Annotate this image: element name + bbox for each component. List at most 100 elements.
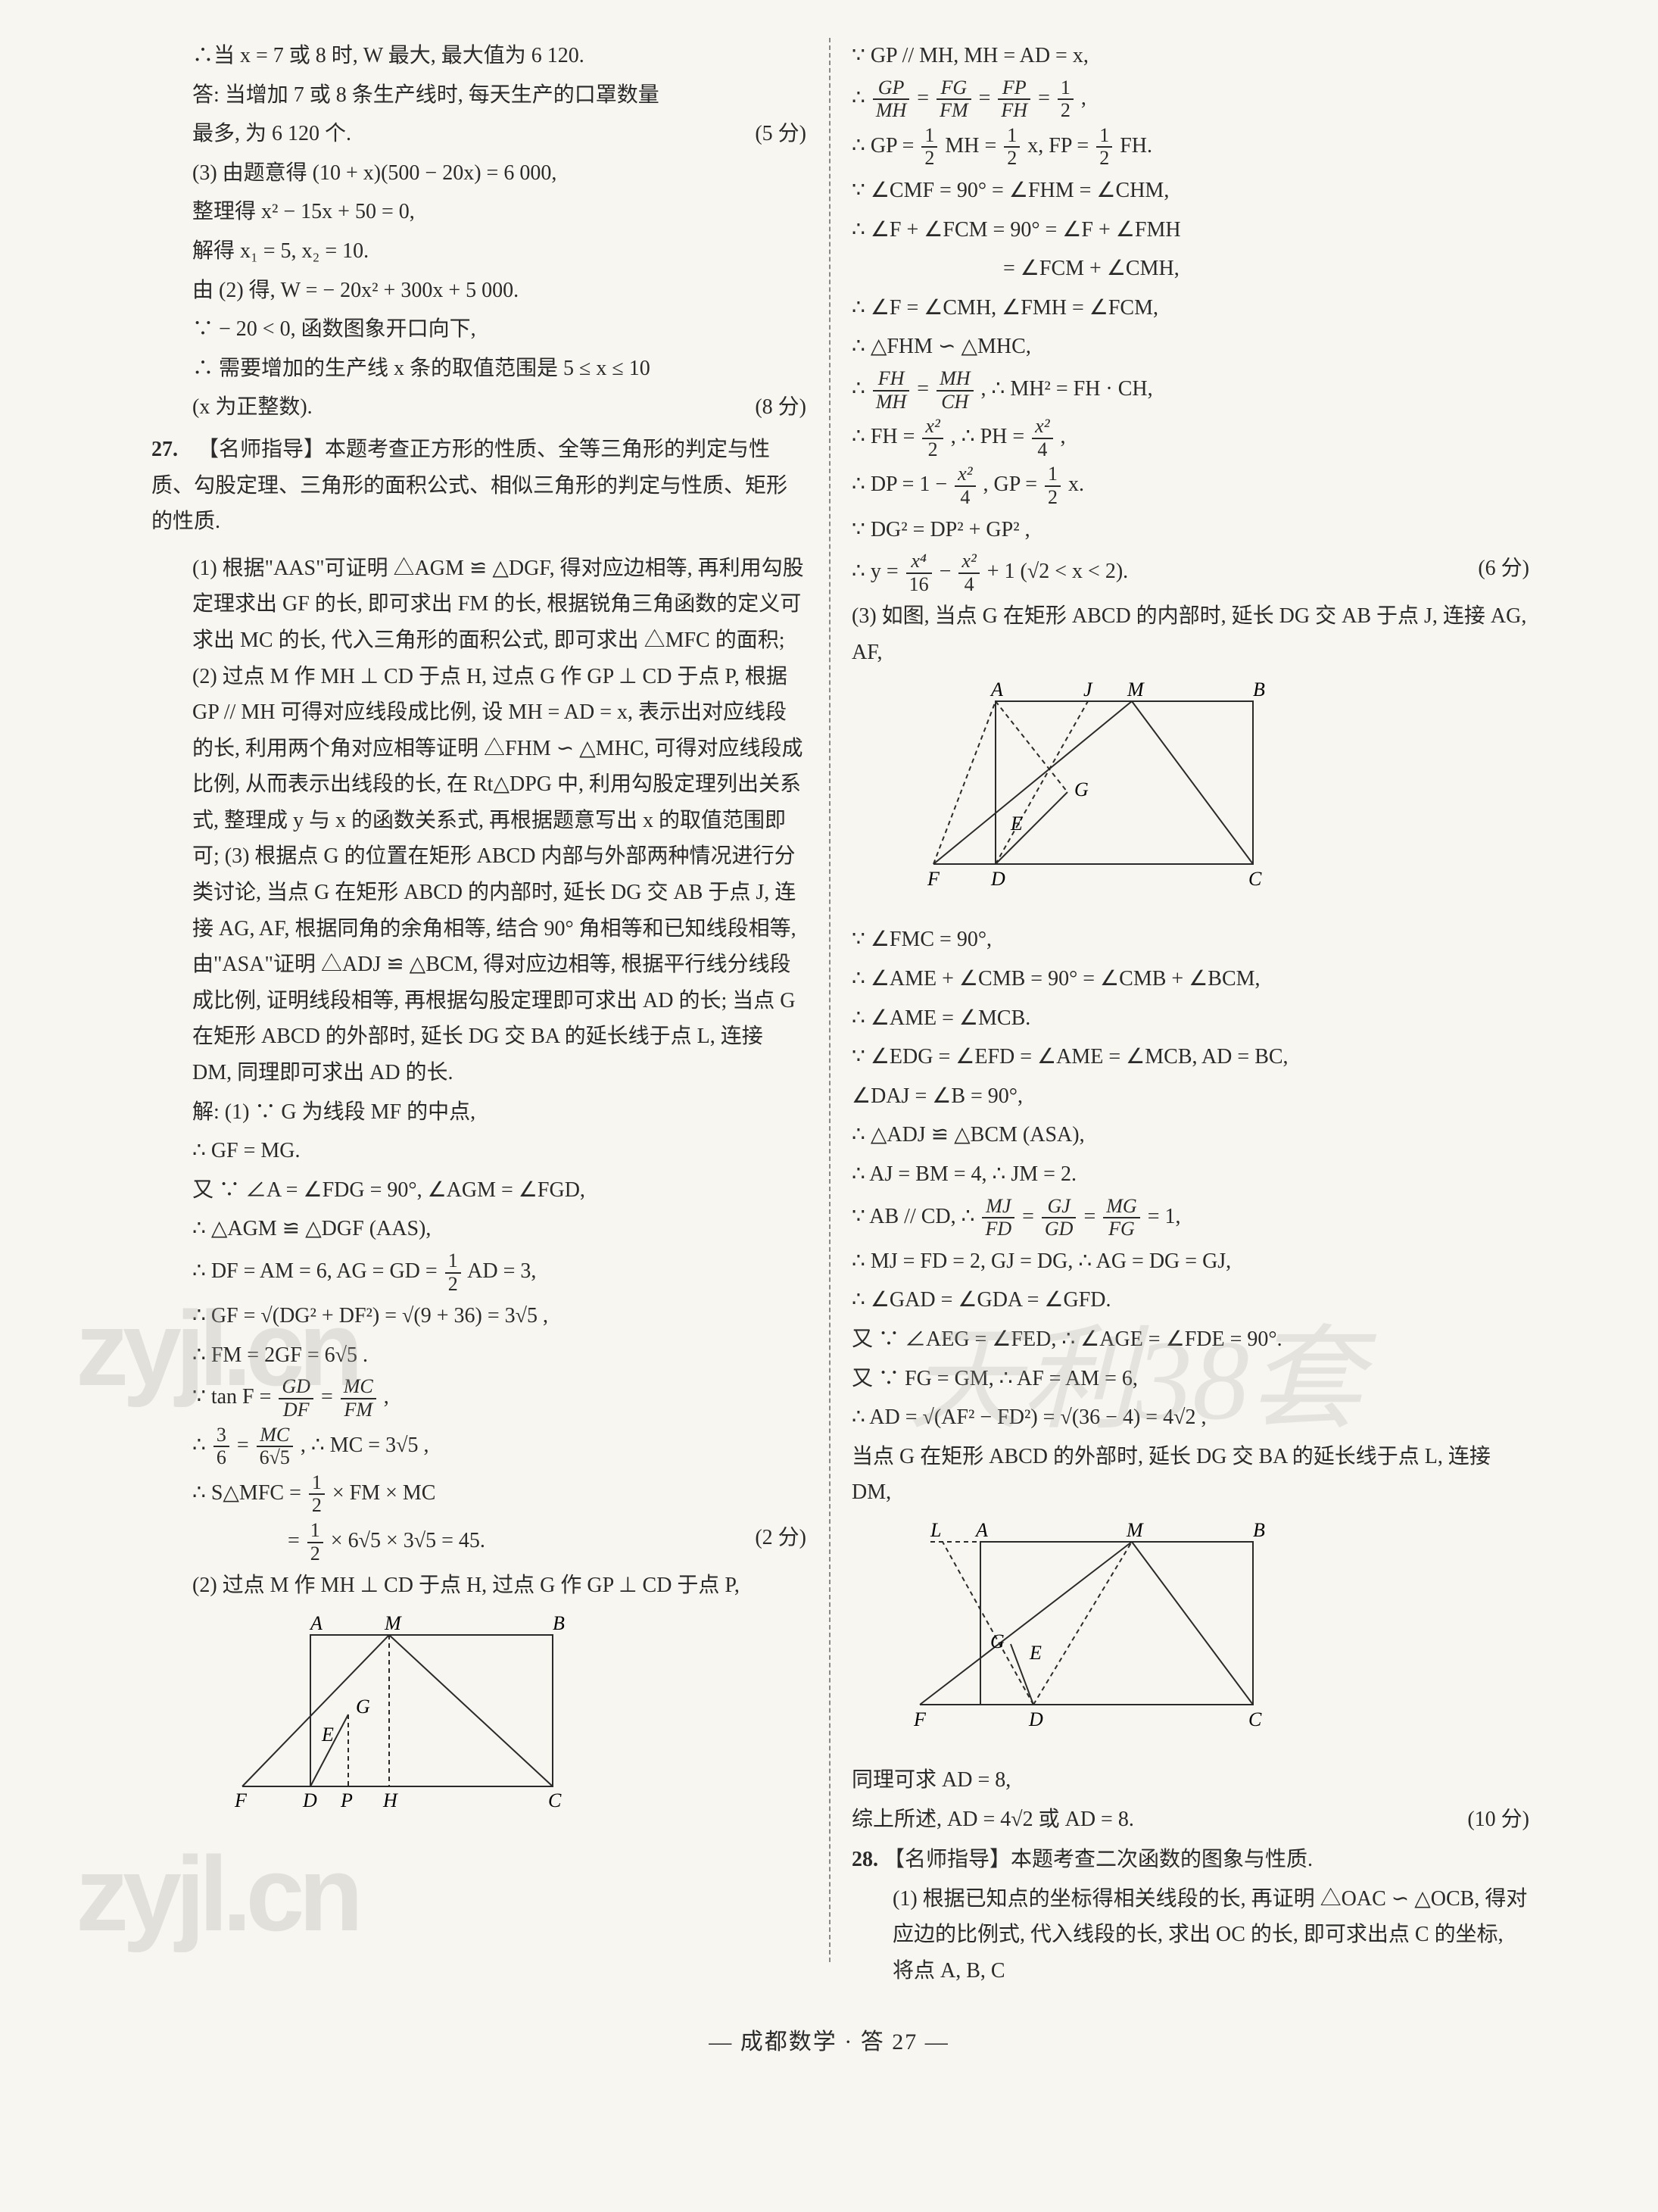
text-line: ∴ AJ = BM = 4, ∴ JM = 2. <box>852 1156 1529 1193</box>
text-line: ∴ 需要增加的生产线 x 条的取值范围是 5 ≤ x ≤ 10 <box>151 351 806 387</box>
fraction: GDDF <box>279 1376 313 1421</box>
text-line: (x 为正整数). (8 分) <box>151 389 806 426</box>
text: ∴ y = <box>852 560 904 583</box>
text-line: 解: (1) ∵ G 为线段 MF 的中点, <box>151 1094 806 1131</box>
fraction: x²4 <box>958 551 979 595</box>
text: 综上所述, AD = 4√2 或 AD = 8. <box>852 1808 1134 1831</box>
fraction: MJFD <box>982 1196 1014 1240</box>
text-line: ∴ FHMH = MHCH , ∴ MH² = FH · CH, <box>852 368 1529 413</box>
fraction: FGFM <box>937 77 971 122</box>
page-footer: — 成都数学 · 答 27 — <box>91 2023 1567 2056</box>
svg-text:J: J <box>1083 682 1093 700</box>
text-line: ∴ DF = AM = 6, AG = GD = 12 AD = 3, <box>151 1250 806 1295</box>
text: , GP = <box>983 473 1043 496</box>
text-line: ∴ MJ = FD = 2, GJ = DG, ∴ AG = DG = GJ, <box>852 1243 1529 1280</box>
svg-text:H: H <box>382 1789 398 1811</box>
text-line: ∴ ∠AME = ∠MCB. <box>852 1000 1529 1037</box>
fraction: FHMH <box>873 368 909 413</box>
text-line: ∴ ∠F = ∠CMH, ∠FMH = ∠FCM, <box>852 290 1529 326</box>
text: ∵ tan F = <box>192 1385 276 1409</box>
text-line: ∴ △AGM ≌ △DGF (AAS), <box>151 1211 806 1247</box>
fraction: x²2 <box>922 416 943 460</box>
fraction: 12 <box>445 1250 461 1295</box>
text: = <box>288 1529 305 1552</box>
question-number: 27. <box>151 432 192 468</box>
text: ∴ FH = <box>852 425 920 448</box>
text-line: ∴ △FHM ∽ △MHC, <box>852 329 1529 365</box>
text-line: (3) 如图, 当点 G 在矩形 ABCD 的内部时, 延长 DG 交 AB 于… <box>852 598 1529 670</box>
text: x, FP = <box>1027 134 1094 158</box>
text-line: 整理得 x² − 15x + 50 = 0, <box>151 194 806 230</box>
paragraph: (1) 根据"AAS"可证明 △AGM ≌ △DGF, 得对应边相等, 再利用勾… <box>151 551 806 1091</box>
text-line: ∴ 36 = MC6√5 , ∴ MC = 3√5 , <box>151 1424 806 1469</box>
svg-text:D: D <box>990 868 1005 890</box>
fraction: MGFG <box>1103 1196 1139 1240</box>
text: (x 为正整数). <box>192 395 313 419</box>
text-line: ∴ FM = 2GF = 6√5 . <box>151 1337 806 1374</box>
text-line: 综上所述, AD = 4√2 或 AD = 8. (10 分) <box>852 1802 1529 1838</box>
score-mark: (10 分) <box>1467 1802 1529 1838</box>
svg-text:F: F <box>927 868 940 890</box>
text: 最多, 为 6 120 个. <box>192 122 351 145</box>
text-line: ∵ DG² = DP² + GP² , <box>852 512 1529 548</box>
left-column: ∴当 x = 7 或 8 时, W 最大, 最大值为 6 120. 答: 当增加… <box>91 38 829 1992</box>
text: AD = 3, <box>467 1259 536 1283</box>
text: × 6√5 × 3√5 = 45. <box>331 1529 485 1552</box>
geometry-diagram-icon: L A M B G E F D C <box>897 1523 1276 1750</box>
svg-text:L: L <box>930 1523 941 1541</box>
text: ∴ <box>192 1434 211 1457</box>
text-line: (2) 过点 M 作 MH ⊥ CD 于点 H, 过点 G 作 GP ⊥ CD … <box>151 1568 806 1604</box>
text-line: ∵ ∠FMC = 90°, <box>852 922 1529 958</box>
text-line: ∴ GF = √(DG² + DF²) = √(9 + 36) = 3√5 , <box>151 1298 806 1334</box>
fraction: x²4 <box>955 463 975 508</box>
guide-text: 【名师指导】本题考查正方形的性质、全等三角形的判定与性质、勾股定理、三角形的面积… <box>151 438 787 533</box>
question-number: 28. <box>852 1848 878 1871</box>
fraction: GJGD <box>1042 1196 1077 1240</box>
text: ∴ DF = AM = 6, AG = GD = <box>192 1259 443 1283</box>
svg-text:G: G <box>990 1630 1005 1652</box>
text-line: ∵ GP // MH, MH = AD = x, <box>852 38 1529 74</box>
text: = 1, <box>1148 1205 1181 1228</box>
text-line: ∴ S△MFC = 12 × FM × MC <box>151 1472 806 1517</box>
figure-2: A J M B G E F D C <box>897 682 1529 909</box>
text-line: ∴ ∠AME + ∠CMB = 90° = ∠CMB + ∠BCM, <box>852 961 1529 997</box>
svg-text:G: G <box>1074 778 1089 800</box>
text: , ∴ MH² = FH · CH, <box>981 377 1153 401</box>
text-line: 同理可求 AD = 8, <box>852 1762 1529 1799</box>
score-mark: (5 分) <box>755 116 806 152</box>
text: x. <box>1068 473 1084 496</box>
text: ∴ DP = 1 − <box>852 473 952 496</box>
text-line: ∵ ∠EDG = ∠EFD = ∠AME = ∠MCB, AD = BC, <box>852 1039 1529 1075</box>
fraction: 12 <box>1045 463 1061 508</box>
svg-text:G: G <box>356 1696 370 1717</box>
text: × FM × MC <box>332 1481 436 1505</box>
geometry-diagram-icon: A J M B G E F D C <box>897 682 1276 909</box>
svg-text:B: B <box>553 1616 565 1634</box>
svg-text:B: B <box>1253 1523 1265 1541</box>
text-line: 解得 x₁ = 5, x₂ = 10. <box>151 233 806 270</box>
svg-text:E: E <box>1029 1642 1042 1664</box>
text-line: 由 (2) 得, W = − 20x² + 300x + 5 000. <box>151 273 806 309</box>
figure-3: L A M B G E F D C <box>897 1523 1529 1750</box>
svg-text:A: A <box>974 1523 988 1541</box>
figure-1: A M B G E F D P H C <box>197 1616 806 1828</box>
svg-text:A: A <box>990 682 1003 700</box>
text-line: ∴ GF = MG. <box>151 1133 806 1169</box>
geometry-diagram-icon: A M B G E F D P H C <box>197 1616 575 1828</box>
text: , <box>1061 425 1066 448</box>
text-line: 答: 当增加 7 或 8 条生产线时, 每天生产的口罩数量 <box>151 77 806 114</box>
text-line: ∴ △ADJ ≌ △BCM (ASA), <box>852 1117 1529 1153</box>
svg-text:E: E <box>1010 813 1023 835</box>
text-line: ∴ FH = x²2 , ∴ PH = x²4 , <box>852 416 1529 460</box>
svg-text:C: C <box>1248 868 1262 890</box>
svg-text:M: M <box>1127 682 1145 700</box>
fraction: 12 <box>1096 125 1112 170</box>
text-line: = ∠FCM + ∠CMH, <box>852 251 1529 287</box>
text-line: ∴当 x = 7 或 8 时, W 最大, 最大值为 6 120. <box>151 38 806 74</box>
svg-text:C: C <box>548 1789 562 1811</box>
text-line: 又 ∵ ∠AEG = ∠FED, ∴ ∠AGE = ∠FDE = 90°. <box>852 1321 1529 1358</box>
text: ∴ GP = <box>852 134 919 158</box>
svg-text:A: A <box>309 1616 323 1634</box>
fraction: 12 <box>921 125 937 170</box>
text: FH. <box>1120 134 1152 158</box>
